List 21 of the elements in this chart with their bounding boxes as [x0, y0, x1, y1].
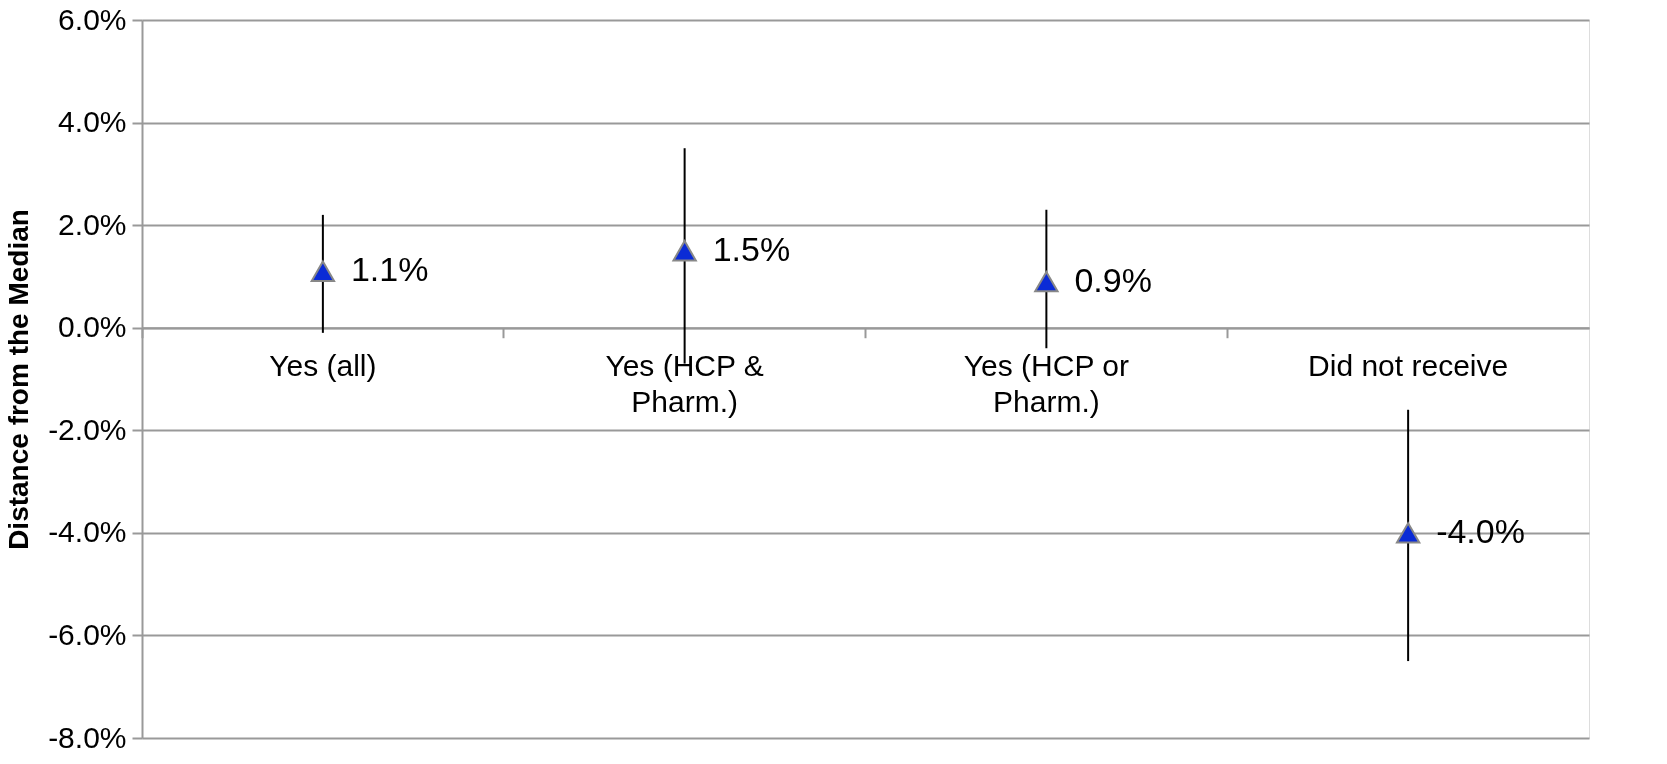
y-axis-title: Distance from the Median — [3, 209, 35, 550]
point — [672, 240, 697, 262]
y-tick-label: 6.0% — [58, 2, 127, 36]
data-label: -4.0% — [1436, 511, 1525, 550]
x-tick-label: Yes (HCP & Pharm.) — [605, 349, 764, 419]
y-tick-label: -8.0% — [48, 720, 127, 754]
y-tick-label: 4.0% — [58, 105, 127, 139]
point — [1034, 270, 1059, 293]
y-tick-label: -2.0% — [48, 412, 127, 446]
x-tick-label: Did not receive — [1308, 349, 1509, 383]
y-tick-label: -4.0% — [48, 515, 127, 549]
y-tick-label: -6.0% — [48, 617, 127, 651]
x-tick-label: Yes (HCP or Pharm.) — [963, 349, 1129, 419]
point — [1395, 522, 1421, 544]
x-tick-label: Yes (all) — [269, 349, 377, 383]
y-tick-label: 0.0% — [58, 310, 127, 344]
y-tick-label: 2.0% — [58, 207, 127, 241]
data-label: 1.5% — [712, 229, 791, 268]
data-label: 0.9% — [1074, 260, 1152, 299]
data-label: 1.1% — [350, 250, 429, 289]
point — [310, 260, 336, 282]
